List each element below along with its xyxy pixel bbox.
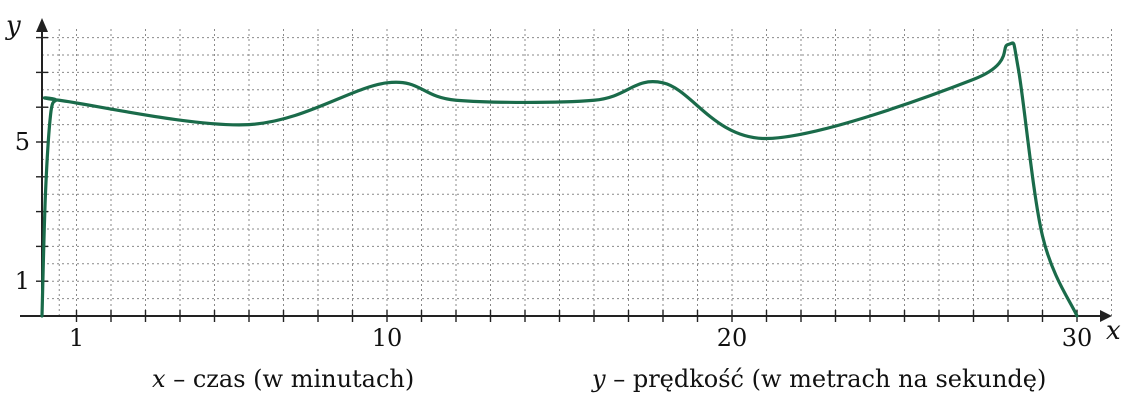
ticks	[36, 36, 1078, 322]
y-tick-label: 5	[15, 128, 30, 156]
x-tick-label: 1	[69, 324, 84, 352]
y-caption-var: y	[592, 365, 606, 393]
y-caption-desc: – prędkość (w metrach na sekundę)	[613, 365, 1047, 393]
x-caption-desc: – czas (w minutach)	[173, 365, 415, 393]
y-tick-label: 1	[15, 267, 30, 295]
y-axis-label: y	[5, 11, 21, 41]
y-caption: y – prędkość (w metrach na sekundę)	[592, 365, 1046, 393]
x-tick-label: 10	[372, 324, 403, 352]
x-tick-label: 20	[717, 324, 748, 352]
y-axis-arrow	[36, 18, 48, 32]
x-caption-var: x	[152, 365, 166, 393]
x-axis-arrow	[1100, 310, 1112, 322]
tick-labels: 1 10 20 30 1 5	[15, 128, 1093, 352]
axes: x y	[5, 11, 1121, 346]
x-axis-label: x	[1106, 316, 1121, 346]
variable-captions: x – czas (w minutach) y – prędkość (w me…	[0, 365, 1130, 401]
x-caption: x – czas (w minutach)	[152, 365, 414, 393]
grid	[42, 27, 1112, 316]
series-line	[40, 41, 1079, 318]
x-tick-label: 30	[1062, 324, 1093, 352]
